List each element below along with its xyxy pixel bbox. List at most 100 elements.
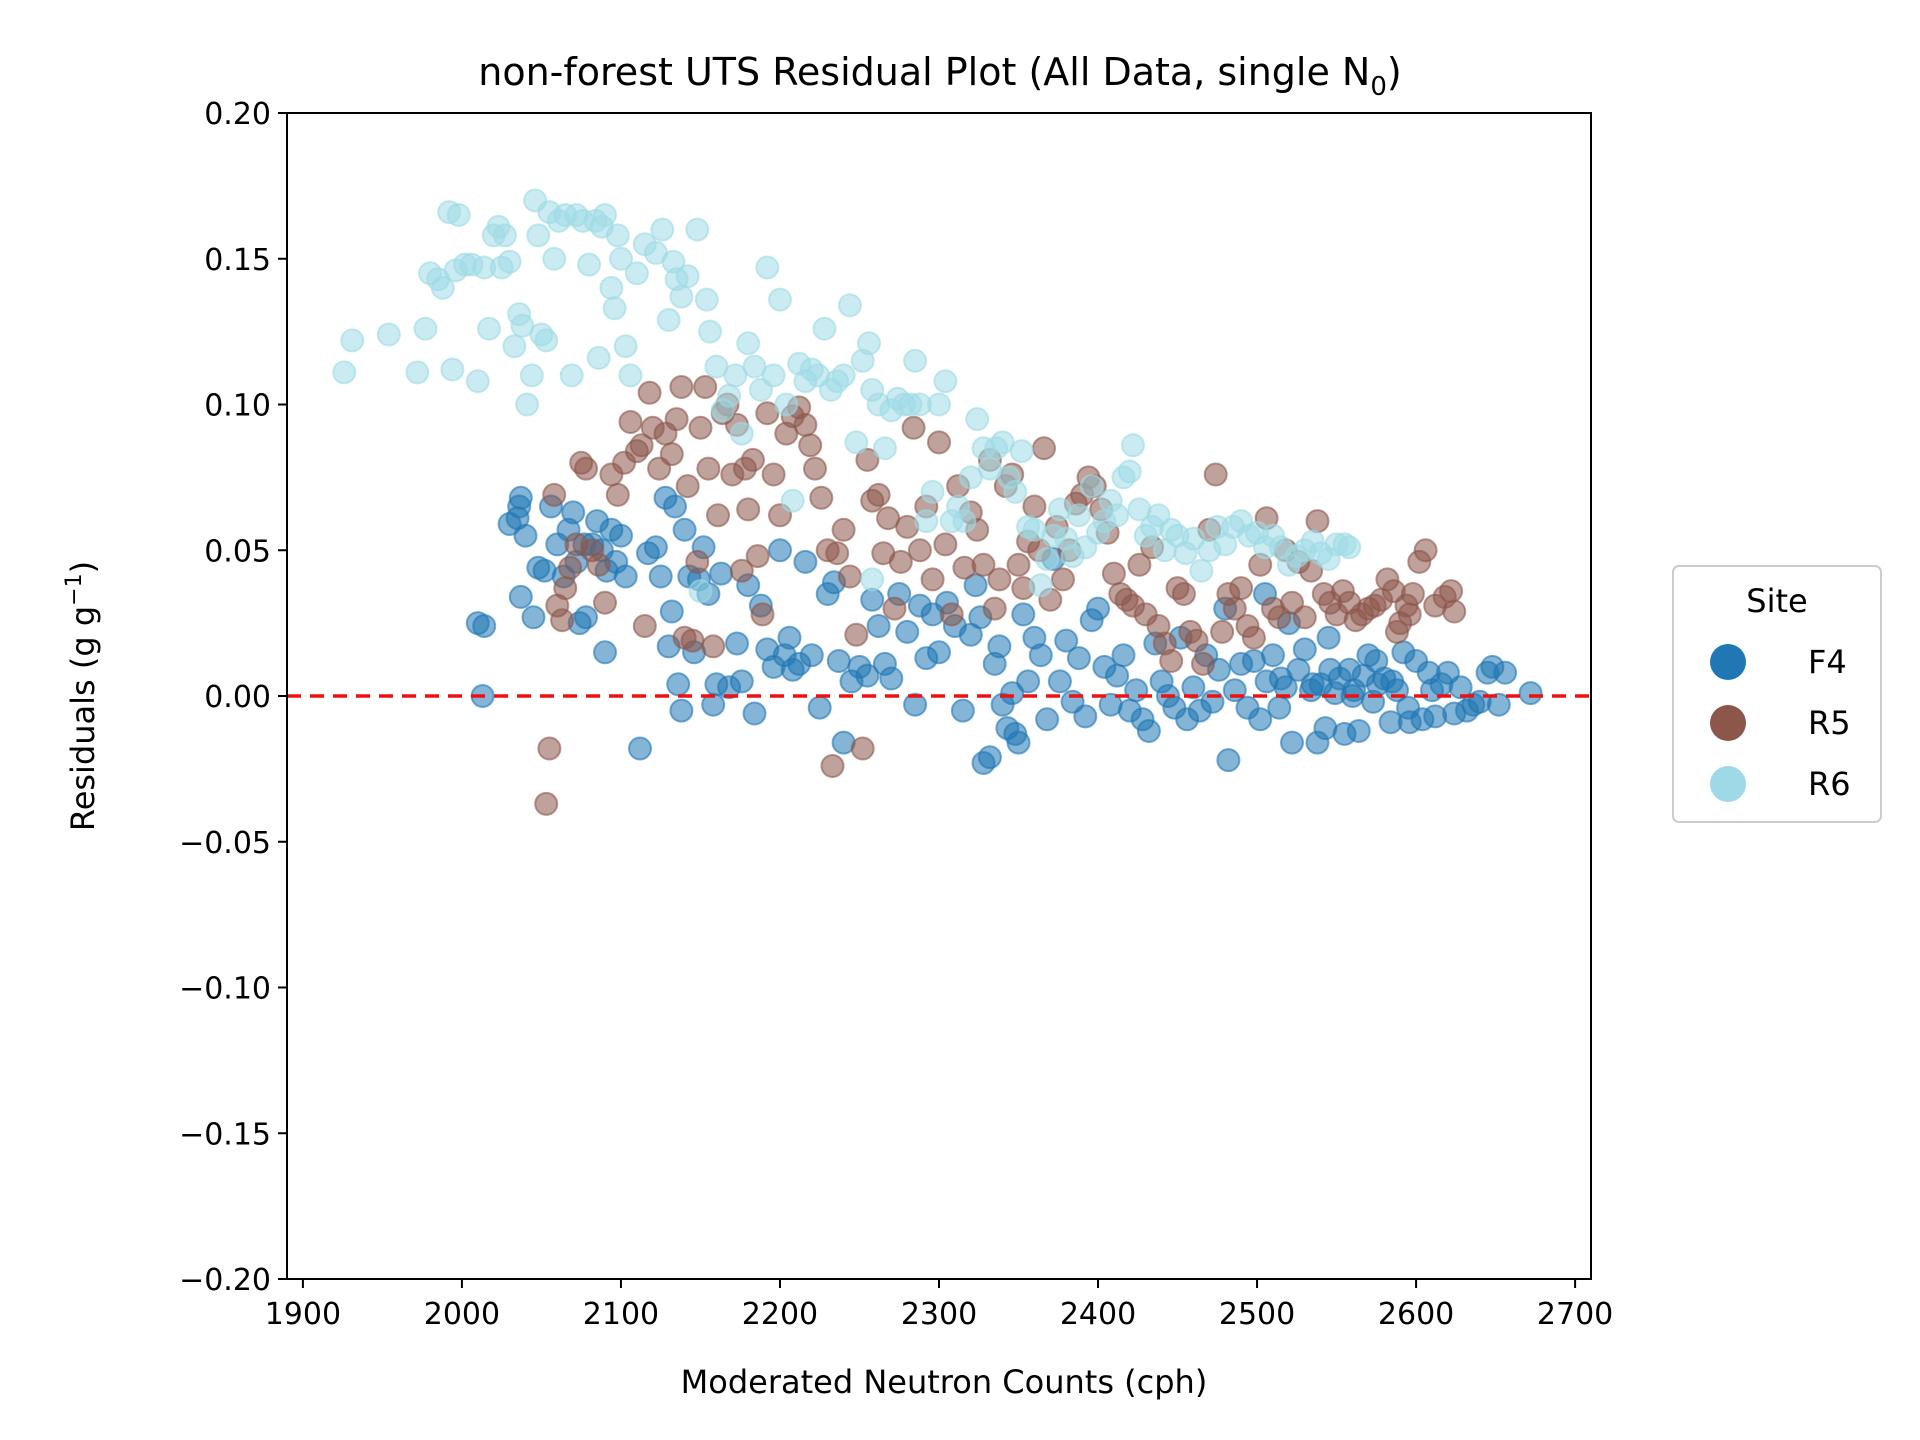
data-point-r6 (698, 319, 722, 344)
data-point-f4 (521, 605, 546, 630)
data-point-r5 (920, 567, 945, 592)
data-point-f4 (879, 666, 904, 691)
data-point-f4 (1047, 669, 1072, 694)
data-point-f4 (903, 692, 928, 717)
data-point-r5 (761, 462, 786, 487)
data-point-r5 (837, 564, 862, 589)
legend-marker-f4 (1710, 644, 1746, 680)
data-point-f4 (777, 625, 802, 650)
x-tick-label: 2500 (1219, 1297, 1295, 1332)
y-tick-label: 0.00 (204, 680, 271, 715)
data-point-f4 (1518, 681, 1543, 706)
data-point-f4 (1035, 707, 1060, 732)
legend-label-r6: R6 (1808, 765, 1851, 803)
data-point-f4 (1066, 646, 1091, 671)
legend-marker-r5 (1710, 705, 1746, 741)
data-point-f4 (628, 736, 652, 761)
data-point-f4 (977, 745, 1002, 770)
data-point-r6 (920, 479, 945, 504)
data-point-r5 (987, 567, 1012, 592)
data-point-r6 (755, 255, 780, 280)
data-point-f4 (663, 494, 687, 519)
data-point-r5 (558, 555, 583, 580)
data-point-r6 (774, 392, 799, 417)
data-point-r5 (927, 430, 951, 455)
data-point-r6 (812, 316, 837, 341)
data-point-f4 (768, 538, 792, 563)
x-tick-label: 2700 (1537, 1297, 1613, 1332)
data-point-r6 (332, 360, 357, 385)
data-point-r6 (927, 392, 951, 417)
legend-box (1672, 565, 1882, 823)
data-point-f4 (1016, 669, 1041, 694)
data-point-r6 (440, 357, 465, 382)
data-point-r5 (1439, 579, 1464, 604)
data-point-r5 (798, 433, 823, 458)
data-point-r5 (1101, 561, 1126, 586)
data-point-f4 (1028, 643, 1053, 668)
data-point-f4 (725, 631, 749, 656)
data-point-f4 (1486, 692, 1511, 717)
data-point-f4 (1300, 672, 1325, 697)
x-tick-label: 2200 (742, 1297, 818, 1332)
data-point-f4 (648, 564, 673, 589)
x-tick-label: 2100 (583, 1297, 659, 1332)
data-point-r6 (593, 203, 617, 227)
data-point-r5 (1385, 619, 1409, 644)
data-point-f4 (561, 500, 586, 525)
data-point-r6 (526, 223, 551, 248)
data-point-f4 (742, 701, 767, 726)
data-point-r6 (780, 488, 805, 513)
data-point-r5 (1171, 582, 1196, 606)
y-tick-label: −0.15 (179, 1117, 271, 1152)
data-point-r5 (1400, 582, 1425, 606)
x-axis-ticks: 1900 2000 2100 2200 2300 2400 2500 2600 2700 (265, 1279, 1613, 1332)
y-tick-label: 0.10 (204, 389, 271, 424)
data-point-r5 (1159, 649, 1184, 673)
data-point-r6 (1337, 535, 1362, 560)
data-point-r6 (609, 246, 633, 271)
data-point-r6 (605, 223, 630, 248)
data-point-r5 (534, 791, 559, 816)
data-point-r5 (866, 482, 891, 507)
data-point-r6 (831, 363, 856, 388)
data-point-r5 (1442, 599, 1467, 624)
data-point-f4 (1200, 689, 1225, 714)
data-point-r5 (586, 552, 611, 577)
data-point-r6 (502, 334, 527, 359)
data-point-r5 (693, 375, 718, 399)
data-point-f4 (826, 649, 851, 673)
data-point-r5 (664, 407, 689, 432)
data-point-r6 (761, 363, 786, 388)
data-point-r6 (1009, 439, 1034, 464)
data-point-f4 (1181, 675, 1206, 700)
y-tick-label: 0.15 (204, 243, 271, 278)
y-axis-ticks: −0.20 −0.15 −0.10 −0.05 0.00 0.05 0.10 0.15 0.20 (179, 97, 287, 1298)
data-point-f4 (1396, 695, 1421, 720)
data-point-f4 (1111, 643, 1136, 668)
data-point-r6 (903, 348, 928, 373)
data-point-f4 (895, 619, 920, 644)
data-point-f4 (709, 561, 734, 586)
x-tick-label: 2000 (424, 1297, 500, 1332)
data-point-r6 (413, 316, 438, 341)
data-point-r5 (939, 602, 964, 627)
data-point-r6 (1066, 503, 1091, 528)
scatter-points (332, 188, 1543, 816)
data-point-r5 (701, 634, 726, 659)
y-tick-label: −0.05 (179, 826, 271, 861)
data-point-r5 (1241, 625, 1266, 650)
data-point-f4 (1316, 625, 1341, 650)
data-point-r6 (669, 284, 694, 309)
data-point-r6 (860, 567, 885, 592)
data-point-f4 (1268, 666, 1293, 691)
data-point-f4 (508, 584, 533, 609)
data-point-r5 (574, 456, 598, 481)
data-point-r5 (831, 517, 856, 542)
data-point-r5 (882, 596, 907, 621)
data-point-f4 (1267, 695, 1292, 720)
data-point-f4 (1000, 681, 1025, 706)
data-point-r6 (1003, 479, 1028, 504)
data-point-r6 (1189, 558, 1214, 583)
